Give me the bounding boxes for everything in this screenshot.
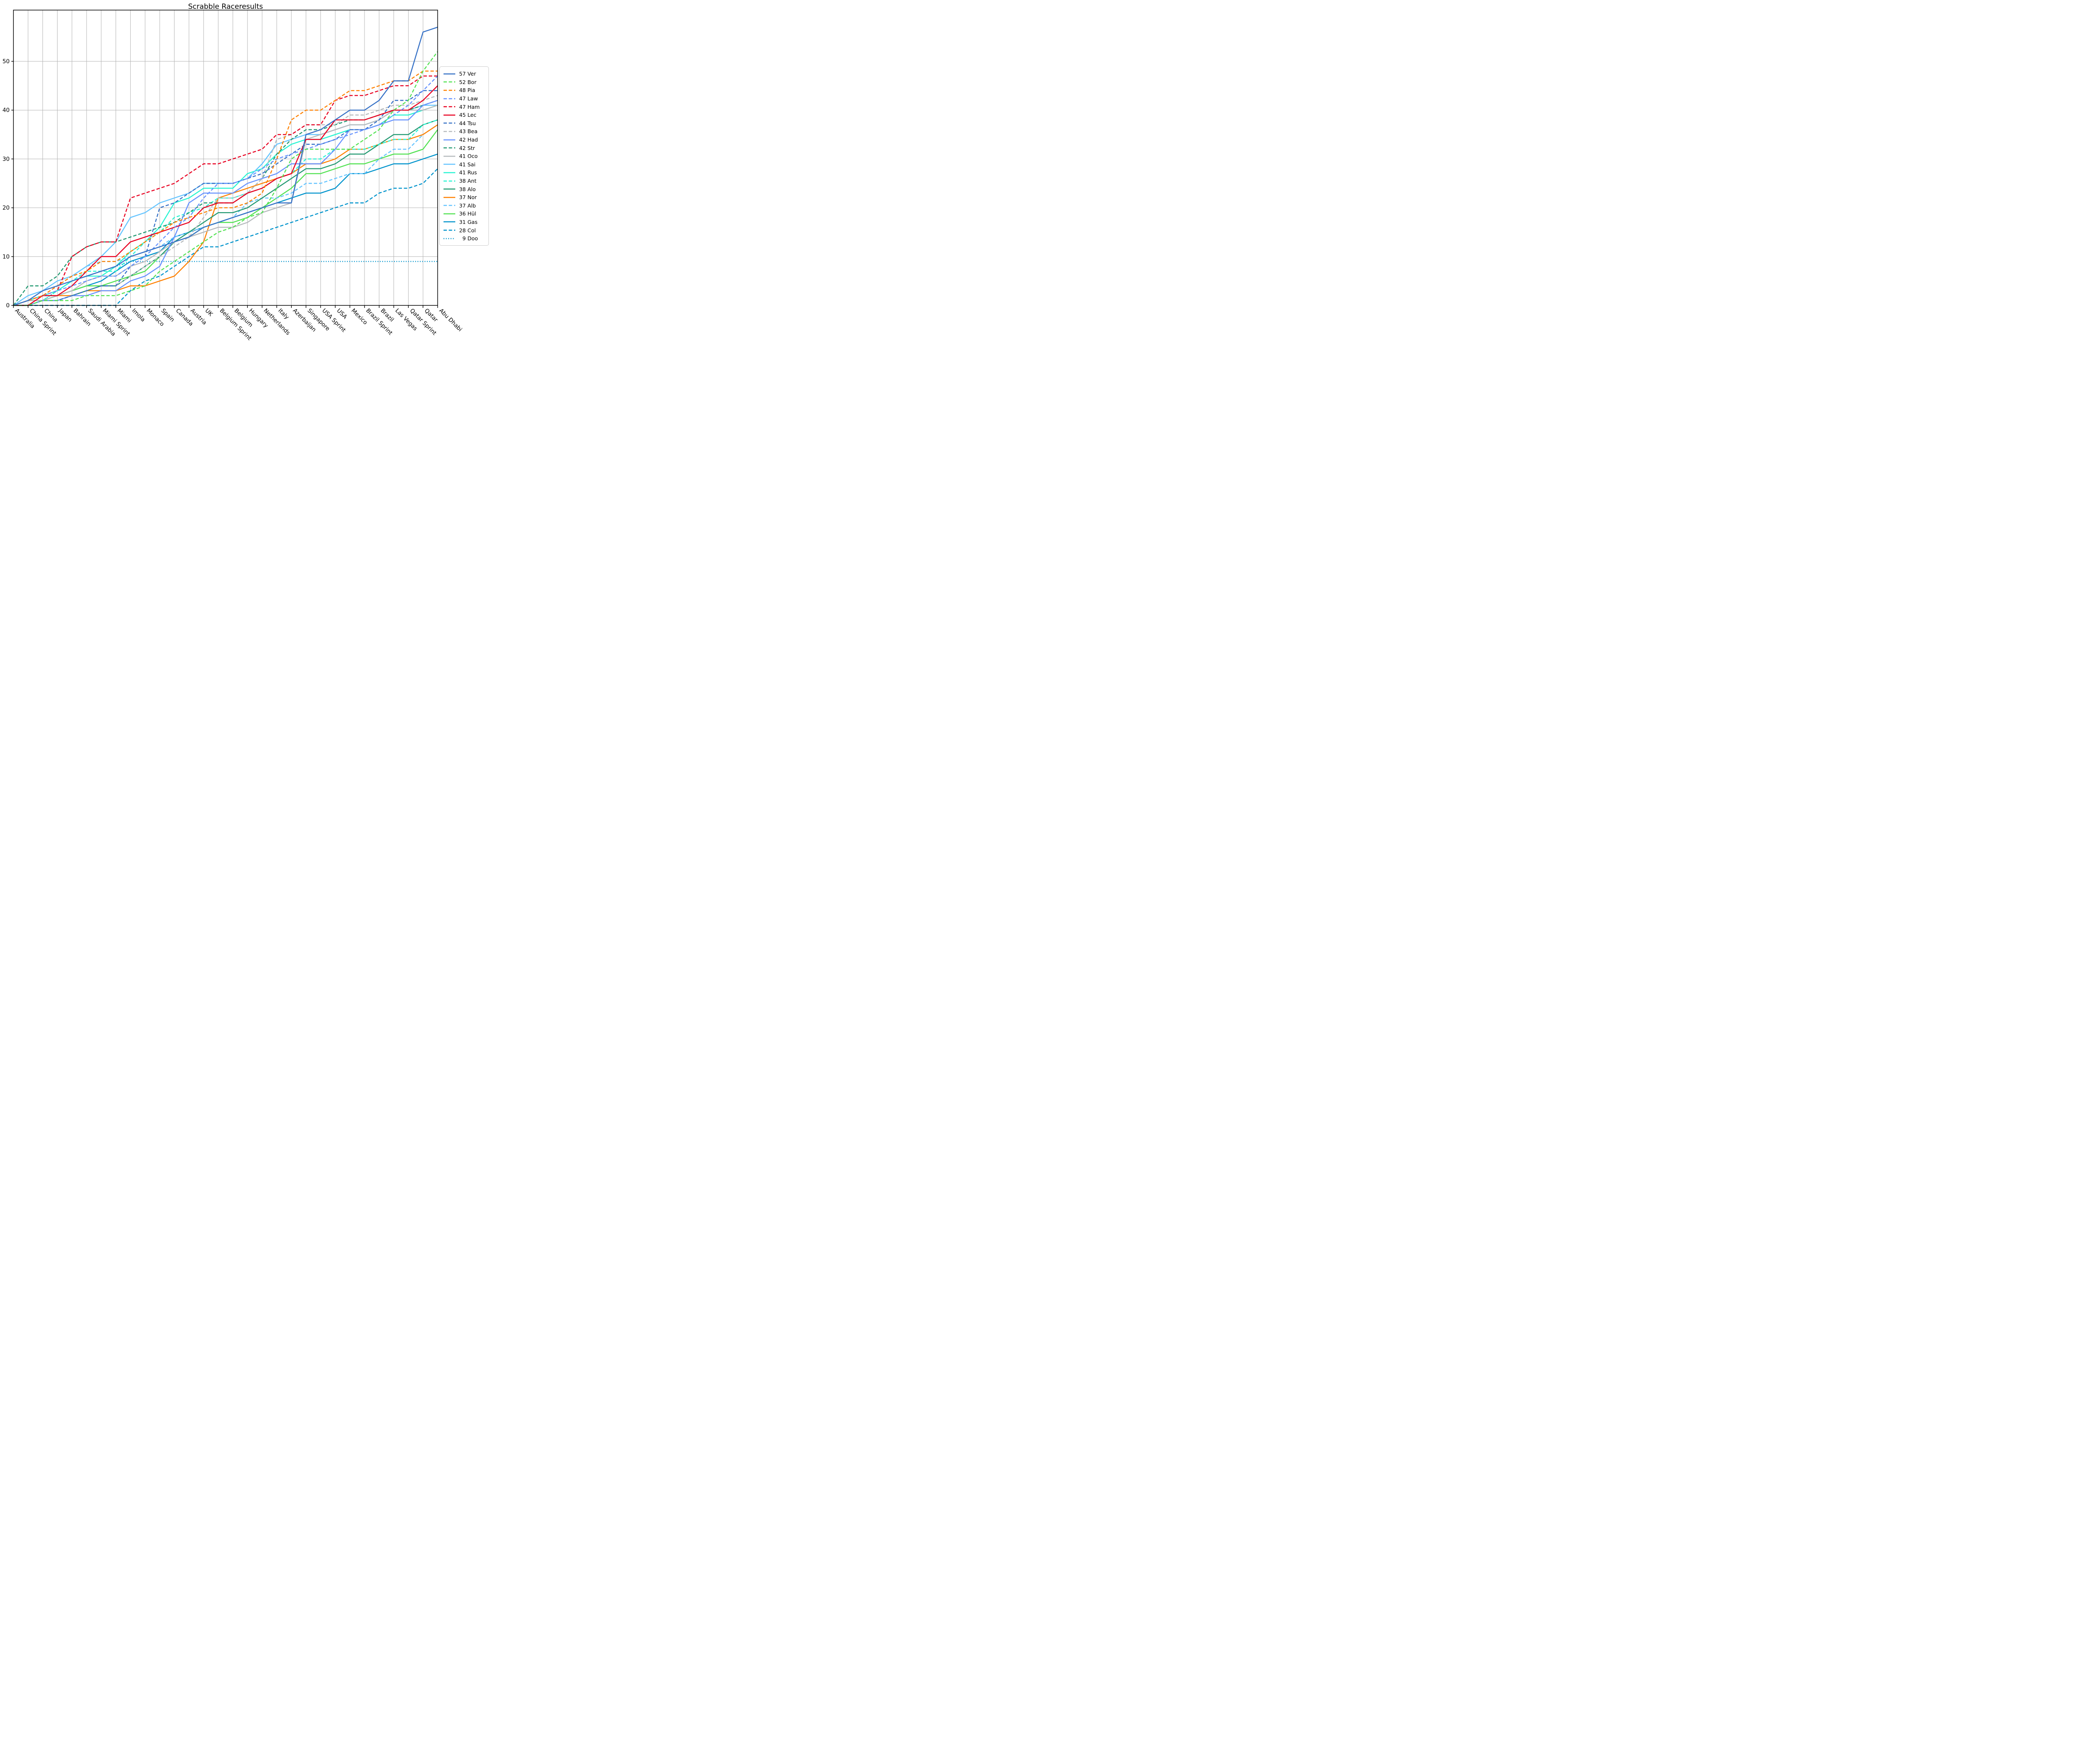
legend-label: 42 Str xyxy=(459,145,475,151)
legend-line-sample xyxy=(444,180,455,181)
series-line-Lec xyxy=(13,85,438,306)
legend-line-sample xyxy=(444,221,455,223)
legend-label: 45 Lec xyxy=(459,112,477,118)
legend-label: 42 Had xyxy=(459,137,478,143)
legend-label: 41 Oco xyxy=(459,153,478,160)
legend-item-Ham: 47 Ham xyxy=(443,102,485,111)
legend-item-Alo: 38 Alo xyxy=(443,185,485,193)
legend-line-sample xyxy=(444,188,455,190)
y-tick-label: 0 xyxy=(6,302,10,309)
series-line-Oco xyxy=(13,105,438,306)
legend-item-Nor: 37 Nor xyxy=(443,193,485,202)
legend-line-sample xyxy=(444,197,455,198)
legend-label: 38 Alo xyxy=(459,186,476,192)
series-line-Pia xyxy=(13,70,438,306)
legend-item-Oco: 41 Oco xyxy=(443,152,485,160)
y-tick-label: 20 xyxy=(3,205,10,211)
legend-line-sample xyxy=(444,73,455,75)
x-tick-label: Imola xyxy=(131,307,147,323)
legend-line-sample xyxy=(444,106,455,108)
legend-item-Bor: 52 Bor xyxy=(443,78,485,87)
legend-label: 47 Ham xyxy=(459,103,480,110)
legend-line-sample xyxy=(444,213,455,215)
legend-line-sample xyxy=(444,205,455,206)
legend-line-sample xyxy=(444,98,455,99)
series-line-Law xyxy=(13,76,438,306)
legend-item-Tsu: 44 Tsu xyxy=(443,119,485,128)
legend-label: 57 Ver xyxy=(459,71,476,77)
series-line-Alb xyxy=(13,124,438,306)
y-tick-label: 10 xyxy=(3,253,10,260)
legend-item-Sai: 41 Sai xyxy=(443,160,485,169)
legend-item-Str: 42 Str xyxy=(443,144,485,152)
legend-line-sample xyxy=(444,147,455,149)
legend-line-sample xyxy=(444,172,455,173)
legend-label: 36 Hül xyxy=(459,210,476,217)
chart-title: Scrabble Raceresults xyxy=(188,3,263,11)
legend-line-sample xyxy=(444,229,455,231)
series-line-Bea xyxy=(13,95,438,306)
legend-line-sample xyxy=(444,238,455,239)
series-line-Ver xyxy=(13,26,438,306)
y-tick-label: 40 xyxy=(3,107,10,114)
legend-item-Rus: 41 Rus xyxy=(443,168,485,177)
legend-line-sample xyxy=(444,131,455,132)
x-tick-label: Mexico xyxy=(350,307,369,326)
legend-item-Pia: 48 Pia xyxy=(443,86,485,95)
legend-line-sample xyxy=(444,123,455,124)
legend-line-sample xyxy=(444,81,455,83)
legend-item-Ver: 57 Ver xyxy=(443,70,485,78)
legend-label: 47 Law xyxy=(459,95,478,102)
legend-item-Hül: 36 Hül xyxy=(443,210,485,218)
legend-item-Ant: 38 Ant xyxy=(443,177,485,185)
legend-label: 38 Ant xyxy=(459,178,477,184)
legend-line-sample xyxy=(444,164,455,165)
legend-label: 48 Pia xyxy=(459,87,475,94)
legend-label: 41 Sai xyxy=(459,161,476,168)
legend-item-Bea: 43 Bea xyxy=(443,127,485,136)
legend-item-Alb: 37 Alb xyxy=(443,202,485,210)
legend-label: 44 Tsu xyxy=(459,120,476,126)
legend-label: 41 Rus xyxy=(459,169,477,176)
series-line-Nor xyxy=(13,124,438,306)
legend-label: 31 Gas xyxy=(459,218,478,225)
legend-item-Col: 28 Col xyxy=(443,226,485,234)
legend-item-Doo: 9 Doo xyxy=(443,234,485,243)
legend-line-sample xyxy=(444,89,455,91)
legend-line-sample xyxy=(444,155,455,157)
legend-item-Lec: 45 Lec xyxy=(443,111,485,119)
legend-item-Had: 42 Had xyxy=(443,136,485,144)
legend-item-Gas: 31 Gas xyxy=(443,218,485,226)
y-tick-label: 30 xyxy=(3,156,10,163)
series-line-Col xyxy=(13,168,438,306)
series-line-Rus xyxy=(13,105,438,306)
x-tick-label: Japan xyxy=(57,307,74,323)
series-line-Alo xyxy=(13,119,438,306)
legend: 57 Ver 52 Bor 48 Pia 47 Law 47 Ham 45 Lec 44 T… xyxy=(439,66,489,246)
series-line-Bor xyxy=(13,51,438,306)
y-tick-label: 50 xyxy=(3,58,10,65)
chart-figure: Scrabble Raceresults 0 10 20 30 40 50 Australi… xyxy=(0,0,491,347)
legend-label: 28 Col xyxy=(459,227,476,234)
x-tick-label: UK xyxy=(204,307,214,318)
series-line-Ham xyxy=(13,75,438,306)
legend-label: 9 Doo xyxy=(462,235,478,242)
legend-line-sample xyxy=(444,139,455,140)
series-line-Hül xyxy=(13,129,438,306)
legend-item-Law: 47 Law xyxy=(443,95,485,103)
series-line-Sai xyxy=(13,105,438,306)
x-tick-label: Abu Dhabi xyxy=(438,307,463,333)
legend-label: 52 Bor xyxy=(459,79,477,85)
legend-line-sample xyxy=(444,114,455,116)
legend-label: 43 Bea xyxy=(459,128,478,135)
plot-border xyxy=(13,10,438,306)
legend-label: 37 Alb xyxy=(459,202,476,209)
legend-label: 37 Nor xyxy=(459,194,477,201)
